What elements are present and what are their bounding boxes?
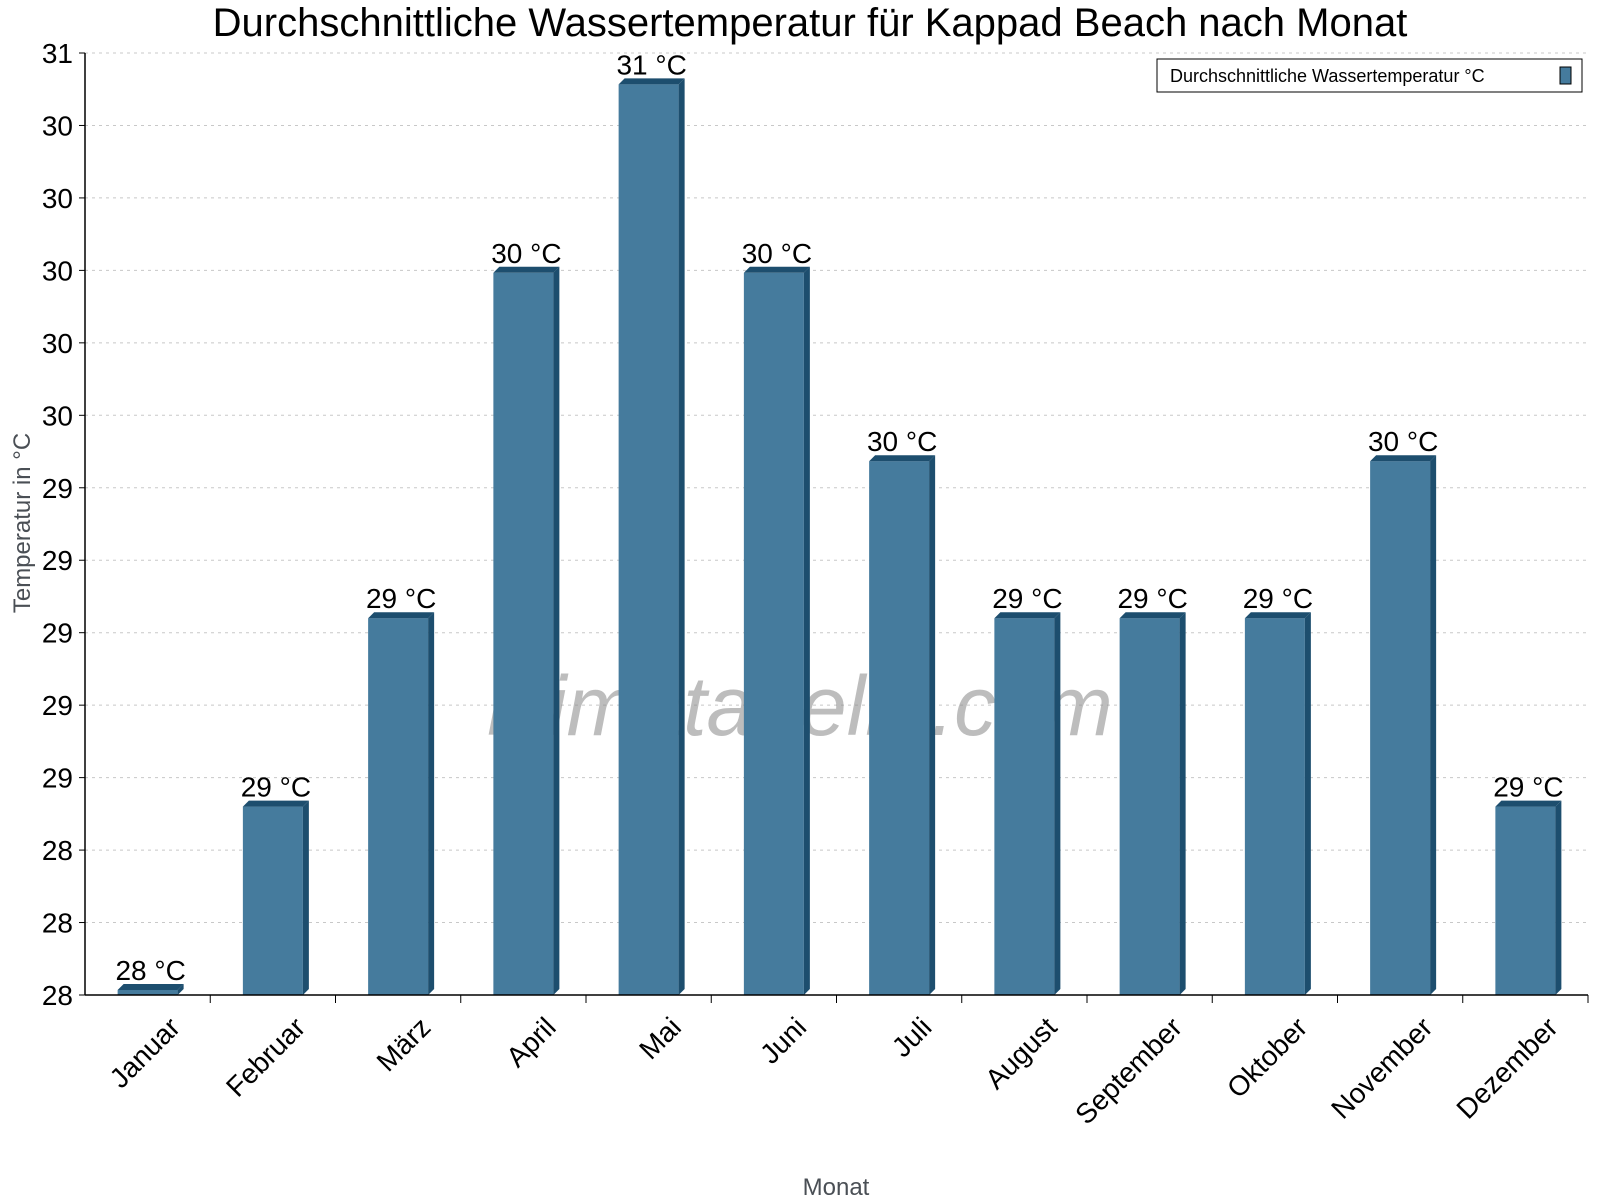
x-tick-label: September — [1069, 1011, 1188, 1130]
bars: 28 °C 29 °C 29 °C 30 °C 31 °C 30 °C 30 °C 29 °C… — [115, 49, 1564, 995]
bar — [1370, 461, 1431, 995]
y-tick-label: 29 — [42, 618, 73, 649]
x-tick-label: Februar — [220, 1011, 311, 1102]
bar-side — [1430, 455, 1437, 995]
bar-top — [1244, 612, 1311, 619]
bar-side — [302, 800, 309, 995]
x-tick-label: März — [371, 1011, 437, 1077]
legend: Durchschnittliche Wassertemperatur °C — [1156, 58, 1583, 93]
x-tick-label: Januar — [104, 1011, 186, 1093]
y-tick-label: 28 — [42, 908, 73, 939]
y-tick-label: 31 — [42, 38, 73, 69]
bar — [117, 990, 178, 995]
data-label: 31 °C — [616, 49, 686, 80]
data-label: 30 °C — [867, 426, 937, 457]
bar — [493, 272, 554, 995]
data-label: 30 °C — [742, 238, 812, 269]
data-label: 29 °C — [1493, 772, 1563, 803]
x-tick-label: April — [500, 1011, 562, 1073]
bar-top — [743, 266, 810, 273]
bar-side — [1054, 612, 1061, 995]
bar-top — [1119, 612, 1186, 619]
x-tick-label: Oktober — [1221, 1011, 1313, 1103]
y-tick-label: 28 — [42, 835, 73, 866]
x-axis-label: Monat — [803, 1174, 870, 1200]
bar-side — [553, 266, 560, 995]
legend-swatch — [1559, 66, 1572, 85]
bar-top — [869, 455, 936, 462]
bar-top — [117, 984, 184, 990]
bar — [1119, 618, 1180, 995]
data-label: 29 °C — [992, 583, 1062, 614]
data-label: 29 °C — [241, 772, 311, 803]
bar-top — [242, 800, 309, 807]
data-label: 28 °C — [115, 955, 185, 986]
bar-side — [678, 78, 685, 995]
bar-top — [994, 612, 1061, 619]
x-tick-label: Juli — [886, 1011, 938, 1063]
data-label: 29 °C — [1243, 583, 1313, 614]
bar-top — [618, 78, 685, 85]
bar — [1244, 618, 1305, 995]
y-tick-label: 28 — [42, 980, 73, 1011]
bar — [1495, 806, 1556, 995]
bar-side — [1555, 800, 1562, 995]
y-tick-label: 30 — [42, 110, 73, 141]
bar-top — [368, 612, 435, 619]
legend-label: Durchschnittliche Wassertemperatur °C — [1170, 66, 1485, 86]
bar-side — [929, 455, 936, 995]
x-tick-label: Juni — [754, 1011, 812, 1069]
bar-top — [1370, 455, 1437, 462]
chart-title: Durchschnittliche Wassertemperatur für K… — [213, 1, 1408, 45]
bar — [618, 84, 679, 995]
bar-side — [1304, 612, 1311, 995]
y-tick-label: 29 — [42, 473, 73, 504]
data-label: 30 °C — [491, 238, 561, 269]
y-axis-label: Temperatur in °C — [9, 433, 36, 613]
bar — [869, 461, 930, 995]
bar — [368, 618, 429, 995]
y-tick-label: 30 — [42, 183, 73, 214]
x-tick-label: November — [1325, 1011, 1438, 1124]
bar-side — [1179, 612, 1186, 995]
bar — [994, 618, 1055, 995]
bar-side — [803, 266, 810, 995]
data-label: 29 °C — [1117, 583, 1187, 614]
y-tick-label: 29 — [42, 690, 73, 721]
bar-top — [493, 266, 560, 273]
bar-side — [177, 984, 184, 995]
data-label: 29 °C — [366, 583, 436, 614]
y-tick-label: 29 — [42, 763, 73, 794]
y-tick-label: 30 — [42, 255, 73, 286]
x-tick-label: Mai — [633, 1011, 687, 1065]
bar-side — [428, 612, 435, 995]
data-label: 30 °C — [1368, 426, 1438, 457]
legend-box — [1156, 58, 1583, 93]
y-tick-label: 30 — [42, 400, 73, 431]
x-tick-label: August — [979, 1011, 1063, 1095]
bar — [743, 272, 804, 995]
bar-top — [1495, 800, 1562, 807]
y-tick-label: 30 — [42, 328, 73, 359]
x-tick-label: Dezember — [1451, 1011, 1564, 1124]
grid — [85, 52, 1588, 924]
bar — [242, 806, 303, 995]
y-tick-label: 29 — [42, 545, 73, 576]
